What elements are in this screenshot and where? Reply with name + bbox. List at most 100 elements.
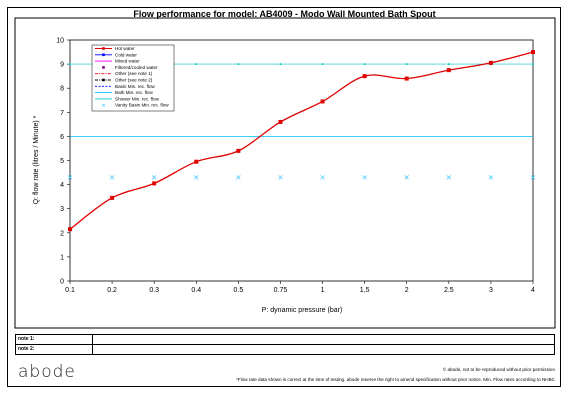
legend-entry-label: Bath Min. rec. flow: [115, 90, 153, 95]
x-marker-stroke: [236, 175, 241, 180]
series-point-hot-water: [446, 68, 451, 73]
y-tick-label: 6: [60, 134, 64, 141]
series-point-shower-min: [237, 63, 240, 66]
note-row-2: note 2:: [16, 345, 554, 354]
legend-swatch: [102, 66, 105, 69]
x-tick-label: 2.5: [444, 287, 454, 294]
series-point-hot-water: [278, 119, 283, 124]
x-marker-stroke: [530, 175, 536, 180]
legend-entry-label: Basin Min. rec. flow: [115, 84, 156, 89]
y-axis-label: Q: flow rate (litres / Minute) *: [33, 115, 40, 204]
legend-box: [91, 44, 175, 112]
x-tick-label: 0.1: [65, 287, 75, 294]
series-point-shower-min: [69, 63, 71, 66]
y-tick-label: 5: [60, 158, 64, 165]
series-point-vanity-basin-min: [488, 175, 494, 180]
series-point-hot-water: [152, 181, 157, 186]
legend-entry-label: Other (see note 1): [115, 71, 153, 76]
series-point-vanity-basin-min: [362, 175, 367, 180]
copyright-text: © abode, not to be reproduced without pr…: [442, 367, 555, 372]
x-marker-stroke: [278, 175, 283, 180]
x-marker-stroke: [109, 175, 115, 180]
legend-entry-label: Filtered/cooled water: [115, 65, 158, 70]
legend-entry-label: Other (see note 2): [115, 78, 153, 83]
y-tick-label: 2: [60, 230, 64, 237]
series-line-hot-water: [69, 51, 534, 230]
series-point-hot-water: [488, 60, 493, 65]
series-point-shower-min: [321, 63, 324, 66]
x-tick-label: 0.3: [149, 287, 159, 294]
legend-swatch: [95, 53, 112, 57]
legend-swatch: [95, 78, 112, 82]
x-tick-label: 0.75: [274, 287, 288, 294]
x-tick-label: 4: [531, 287, 535, 294]
x-tick-label: 2: [405, 287, 409, 294]
series-point-shower-min: [195, 63, 198, 66]
series-point-vanity-basin-min: [194, 175, 199, 180]
y-tick-label: 8: [60, 86, 64, 93]
series-point-hot-water: [194, 159, 199, 164]
legend-swatch-marker: [102, 47, 105, 50]
legend-swatch: [95, 47, 112, 50]
x-tick-label: 3: [489, 287, 493, 294]
x-marker-stroke: [67, 175, 73, 180]
notes-table: note 1: note 2:: [15, 334, 555, 355]
legend-swatch-marker: [102, 78, 105, 82]
page-frame: [7, 7, 561, 387]
series-point-shower-min: [447, 63, 450, 66]
x-marker-stroke: [446, 175, 452, 180]
legend-entry-label: Hot water: [115, 46, 135, 51]
series-point-vanity-basin-min: [446, 175, 452, 180]
x-marker-stroke: [404, 175, 409, 180]
x-marker-stroke: [151, 175, 157, 180]
series-point-vanity-basin-min: [109, 175, 115, 180]
x-axis-label: P: dynamic pressure (bar): [262, 307, 343, 314]
series-point-shower-min: [532, 63, 534, 66]
x-tick-label: 1: [321, 287, 325, 294]
abode-logo: abode: [18, 362, 76, 382]
x-marker-stroke: [320, 175, 325, 180]
y-tick-label: 4: [60, 182, 64, 189]
series-point-vanity-basin-min: [278, 175, 283, 180]
y-tick-label: 1: [60, 254, 64, 261]
flow-chart: 0 1 2 3 4 5 6 7 8 9 10 0.1 0.2 0.3 0.4 0.5 0.75 1 1.5 2 2.5…: [14, 17, 556, 329]
series-point-hot-water: [531, 50, 535, 55]
series-point-hot-water: [236, 148, 241, 153]
x-marker-stroke: [194, 175, 199, 180]
y-tick-label: 3: [60, 206, 64, 213]
legend-swatch-marker: [102, 66, 105, 69]
x-tick-label: 0.2: [107, 287, 117, 294]
legend-entry-label: Mixed water: [115, 59, 140, 64]
y-tick-label: 9: [60, 62, 64, 69]
x-tick-label: 1.5: [360, 287, 370, 294]
series-point-vanity-basin-min: [67, 175, 73, 180]
legend-swatch-marker: [102, 53, 105, 57]
y-tick-label: 7: [60, 110, 64, 117]
series-point-shower-min: [279, 63, 282, 66]
note-1-label: note 1:: [16, 335, 93, 344]
chart-title: Flow performance for model: AB4009 - Mod…: [133, 9, 436, 19]
series-point-shower-min: [363, 63, 366, 66]
x-tick-label: 0.5: [233, 287, 243, 294]
x-tick-label: 0.4: [191, 287, 201, 294]
series-point-hot-water: [68, 227, 72, 232]
legend-swatch: [101, 103, 106, 107]
series-point-hot-water: [320, 99, 325, 104]
disclaimer-text: *Flow rate data shown is correct at the …: [236, 377, 555, 382]
note-2-value: [93, 345, 554, 354]
note-2-label: note 2:: [16, 345, 93, 354]
legend-swatch-x: [101, 103, 106, 107]
series-point-vanity-basin-min: [236, 175, 241, 180]
series-point-hot-water: [362, 74, 367, 79]
legend-entry-label: Shower Min. rec. flow: [115, 96, 160, 101]
series-point-vanity-basin-min: [151, 175, 157, 180]
legend-entry-label: Cold water: [115, 52, 137, 57]
x-marker-stroke: [488, 175, 494, 180]
x-marker-stroke: [362, 175, 367, 180]
series-point-hot-water: [404, 76, 409, 81]
y-tick-label: 0: [60, 279, 64, 286]
series-point-vanity-basin-min: [530, 175, 536, 180]
chart-outer-border: [14, 17, 556, 329]
note-row-1: note 1:: [16, 335, 554, 345]
series-point-vanity-basin-min: [320, 175, 325, 180]
